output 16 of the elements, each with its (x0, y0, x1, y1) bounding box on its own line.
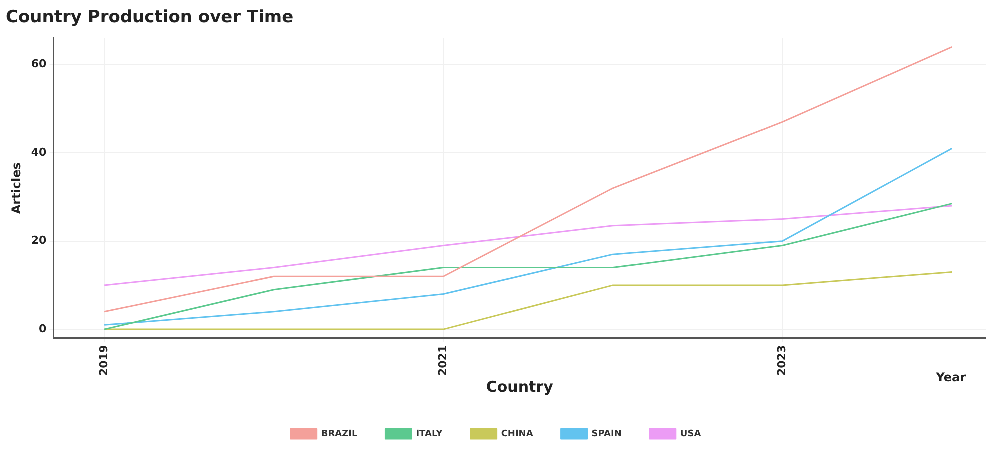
y-axis-title: Articles (9, 162, 24, 214)
x-axis-title: Country (486, 378, 554, 396)
legend-label: ITALY (416, 429, 444, 440)
legend-label: USA (680, 429, 702, 440)
y-tick-label: 40 (31, 146, 48, 159)
legend-label: SPAIN (592, 429, 622, 440)
legend-label: BRAZIL (321, 429, 358, 440)
text: Year (935, 370, 966, 385)
x-tick-label: 2019 (97, 345, 110, 376)
y-tick-label: 60 (31, 58, 48, 71)
chart-title: Country Production over Time (6, 8, 294, 28)
x-tick-label: 2021 (436, 345, 450, 376)
x-tick-label: 2023 (775, 345, 788, 376)
y-tick-label: 0 (39, 322, 48, 336)
y-tick-label: 20 (31, 234, 48, 248)
legend-label: CHINA (501, 429, 534, 440)
